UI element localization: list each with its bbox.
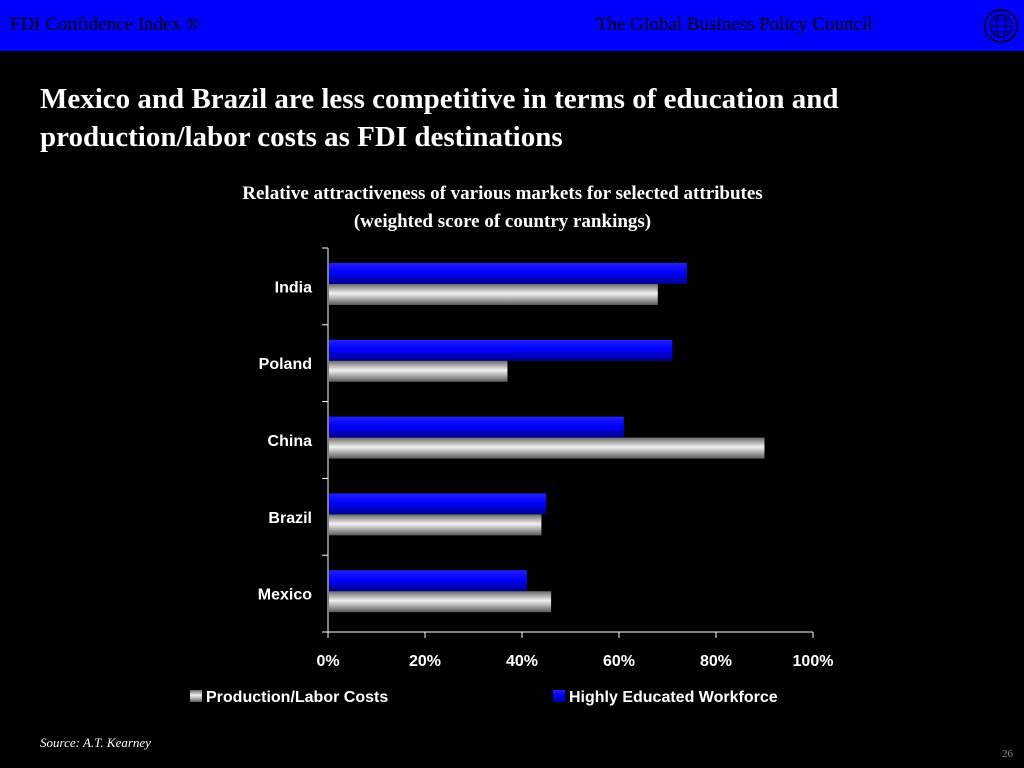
x-tick-label: 20% [409, 653, 441, 670]
legend-swatch [553, 690, 565, 702]
chart-title: Relative attractiveness of various marke… [242, 183, 763, 204]
x-tick-label: 80% [700, 653, 732, 670]
category-label: China [268, 433, 313, 450]
globe-seal-icon [984, 9, 1018, 43]
chart-subtitle: (weighted score of country rankings) [353, 211, 652, 232]
bar-production-costs [329, 514, 542, 536]
category-label: Brazil [268, 510, 312, 527]
bar-educated-workforce [329, 416, 624, 438]
x-tick-label: 100% [793, 653, 834, 670]
bar-production-costs [329, 284, 658, 305]
category-label: India [275, 279, 312, 296]
x-tick-label: 0% [316, 653, 339, 670]
x-tick-label: 60% [603, 653, 635, 670]
bar-production-costs [329, 437, 765, 459]
legend-label: Production/Labor Costs [206, 689, 388, 706]
header-left-title: FDI Confidence Index ® [10, 14, 201, 35]
bar-educated-workforce [329, 493, 547, 515]
chart-title-block: Relative attractiveness of various marke… [180, 180, 825, 236]
legend-swatch [190, 690, 202, 702]
header-right-title: The Global Business Policy Council [596, 14, 873, 35]
category-label: Poland [259, 356, 312, 373]
bar-production-costs [329, 591, 552, 613]
page-number: 26 [1002, 748, 1013, 760]
legend-label: Highly Educated Workforce [569, 689, 778, 706]
bar-educated-workforce [329, 339, 673, 361]
source-note: Source: A.T. Kearney [40, 735, 151, 750]
header-bar: FDI Confidence Index ® The Global Busine… [0, 0, 1024, 51]
bar-educated-workforce [329, 570, 527, 592]
x-tick-label: 40% [506, 653, 538, 670]
slide-headline: Mexico and Brazil are less competitive i… [40, 83, 839, 153]
bar-educated-workforce [329, 263, 687, 284]
bar-production-costs [329, 360, 508, 382]
category-label: Mexico [258, 587, 312, 604]
